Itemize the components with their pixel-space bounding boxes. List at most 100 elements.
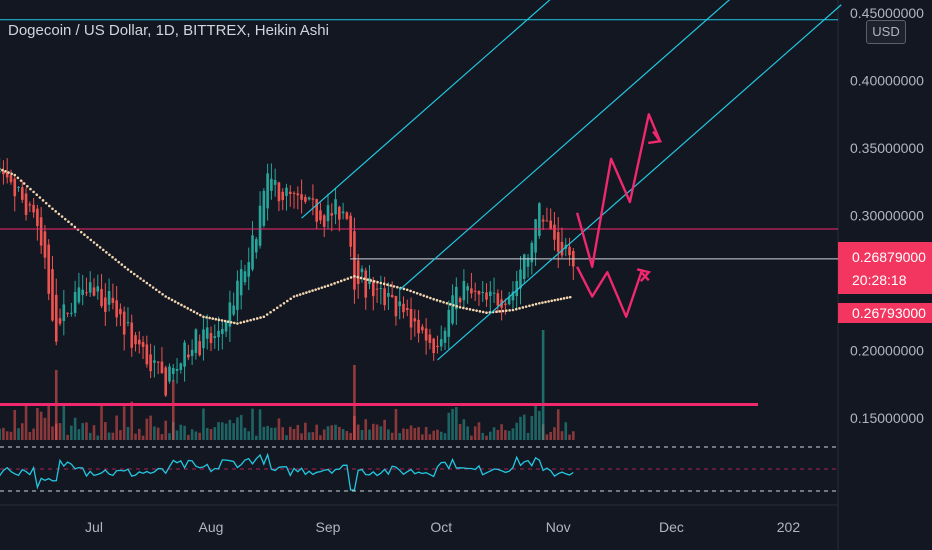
volume-bar: [273, 427, 277, 440]
volume-spike: [541, 330, 545, 440]
bearish-arrowhead: [636, 268, 652, 282]
ma-dot: [117, 260, 121, 264]
candle-body: [85, 292, 88, 294]
ma-dot: [79, 230, 83, 234]
ma-dot: [472, 308, 475, 312]
candle-body: [443, 330, 447, 343]
volume-bar: [92, 425, 96, 440]
ma-dot: [269, 310, 272, 314]
price-tick-label: 0.45000000: [850, 5, 924, 21]
ma-dot: [186, 307, 190, 310]
candle-body: [96, 286, 100, 292]
ma-dot: [481, 310, 485, 314]
volume-bar: [2, 427, 5, 440]
ma-dot: [468, 308, 472, 311]
candle-body: [47, 244, 51, 294]
ma-dot: [1, 168, 4, 172]
ma-dot: [541, 301, 544, 304]
volume-bar: [519, 416, 522, 440]
ma-dot: [10, 172, 13, 176]
candle-body: [273, 180, 277, 185]
candle-body: [24, 193, 28, 215]
candle-body: [394, 296, 398, 317]
volume-bar: [236, 417, 239, 440]
candle-body: [322, 215, 326, 227]
volume-bar: [62, 404, 66, 440]
ma-dot: [262, 315, 266, 319]
ma-dot: [314, 288, 317, 291]
ma-dot: [26, 184, 29, 188]
ma-dot: [547, 300, 550, 303]
volume-spike: [171, 380, 175, 440]
time-tick-label: 202: [777, 519, 801, 535]
volume-bar: [443, 433, 447, 440]
time-tick-label: Jul: [85, 519, 103, 535]
candle-body: [43, 231, 47, 258]
candle-body: [560, 241, 564, 256]
plot-background: [0, 0, 838, 550]
volume-bar: [232, 423, 235, 440]
candle-body: [534, 219, 537, 253]
ma-dot: [108, 253, 111, 257]
ma-dot: [511, 308, 515, 312]
price-tick-label: 0.15000000: [850, 410, 924, 426]
volume-spike: [353, 365, 356, 440]
ma-dot: [217, 318, 221, 322]
ma-dot: [505, 309, 508, 312]
ma-dot: [0, 167, 1, 170]
last-price-tag: 0.26879000 20:28:18: [838, 242, 932, 294]
volume-bar: [496, 429, 500, 440]
ma-dot: [386, 283, 389, 286]
ma-dot: [455, 304, 459, 308]
candle-body: [379, 288, 383, 290]
candle-body: [73, 291, 77, 313]
ma-dot: [485, 311, 488, 315]
candle-body: [54, 294, 58, 342]
volume-bar: [175, 430, 179, 440]
candle-body: [477, 290, 481, 295]
volume-bar: [485, 435, 488, 440]
volume-bar: [451, 408, 454, 440]
candle-body: [266, 173, 269, 209]
volume-bar: [315, 424, 318, 440]
volume-bar: [488, 431, 492, 440]
volume-bar: [341, 429, 345, 440]
ma-dot: [392, 285, 396, 288]
candle-body: [58, 318, 62, 324]
volume-bar: [209, 429, 213, 440]
candle-body: [66, 312, 69, 314]
volume-bar: [511, 428, 515, 440]
ma-dot: [343, 278, 346, 282]
candle-body: [334, 199, 337, 215]
ma-dot: [120, 263, 124, 266]
candle-body: [538, 203, 541, 236]
ma-dot: [19, 179, 23, 182]
candle-body: [315, 199, 318, 222]
volume-bar: [356, 424, 360, 440]
volume-bar: [421, 434, 424, 440]
candle-body: [481, 291, 485, 293]
ma-dot: [95, 243, 99, 247]
ma-dot: [57, 212, 61, 216]
volume-bar: [228, 419, 232, 440]
ma-dot: [60, 215, 64, 218]
volume-bar: [424, 426, 428, 440]
volume-bar: [70, 425, 73, 440]
currency-button[interactable]: USD: [866, 20, 906, 44]
volume-bar: [553, 427, 556, 440]
volume-bar: [258, 409, 262, 440]
candle-body: [568, 246, 571, 256]
ma-dot: [101, 248, 105, 252]
ma-dot: [366, 278, 369, 281]
volume-bar: [322, 429, 326, 440]
candle-body: [507, 296, 511, 305]
time-tick-label: Oct: [430, 519, 452, 535]
ma-dot: [531, 303, 535, 307]
ma-dot: [29, 187, 32, 191]
candle-body: [436, 345, 439, 348]
candle-body: [300, 194, 303, 200]
volume-bar: [455, 407, 458, 440]
ma-dot: [553, 298, 557, 302]
ma-dot: [161, 292, 164, 296]
